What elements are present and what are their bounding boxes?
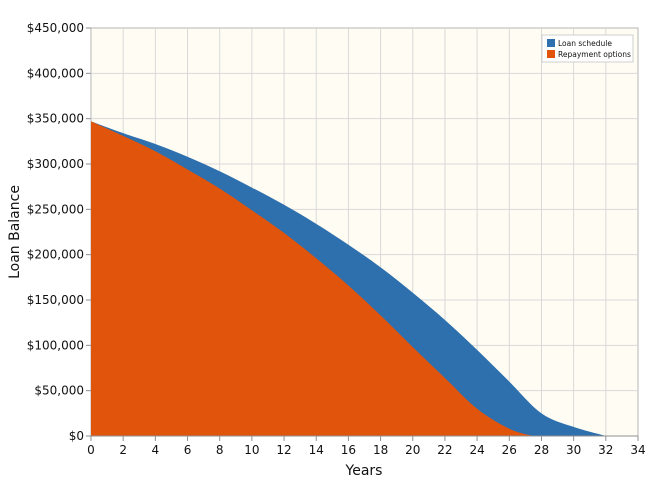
x-tick-label: 24 [469, 443, 484, 457]
y-tick-label: $100,000 [27, 338, 84, 352]
x-tick-label: 4 [152, 443, 160, 457]
y-tick-label: $400,000 [27, 66, 84, 80]
y-tick-label: $200,000 [27, 248, 84, 262]
x-tick-label: 20 [405, 443, 420, 457]
x-tick-label: 32 [598, 443, 613, 457]
legend-swatch-repayment-options [547, 50, 555, 58]
x-axis-title: Years [345, 463, 383, 479]
y-tick-label: $150,000 [27, 293, 84, 307]
area-repayment-options [91, 121, 534, 437]
x-tick-label: 8 [216, 443, 224, 457]
x-tick-label: 0 [87, 443, 95, 457]
x-tick-label: 30 [566, 443, 581, 457]
x-tick-label: 2 [119, 443, 127, 457]
legend-label-loan-schedule: Loan schedule [558, 39, 612, 48]
x-tick-label: 34 [630, 443, 645, 457]
x-tick-label: 16 [341, 443, 356, 457]
legend-box [541, 34, 634, 63]
x-axis-ticks: 0 2 4 6 8 10 12 14 16 18 20 22 24 26 28 30 32 34 [87, 436, 646, 457]
y-tick-label: $50,000 [34, 384, 84, 398]
y-tick-label: $0 [69, 429, 84, 443]
x-tick-label: 26 [502, 443, 517, 457]
y-tick-label: $300,000 [27, 157, 84, 171]
y-tick-label: $250,000 [27, 202, 84, 216]
legend: Loan schedule Repayment options [541, 34, 634, 63]
series-areas [91, 121, 606, 437]
x-tick-label: 10 [244, 443, 259, 457]
legend-label-repayment-options: Repayment options [558, 50, 631, 59]
y-axis-title: Loan Balance [7, 185, 23, 279]
x-tick-label: 18 [373, 443, 388, 457]
legend-swatch-loan-schedule [547, 39, 555, 47]
y-axis-ticks: $0 $50,000 $100,000 $150,000 $200,000 $250,00… [27, 21, 91, 443]
x-tick-label: 14 [309, 443, 324, 457]
y-tick-label: $350,000 [27, 112, 84, 126]
x-tick-label: 28 [534, 443, 549, 457]
x-tick-label: 12 [276, 443, 291, 457]
y-tick-label: $450,000 [27, 21, 84, 35]
x-tick-label: 22 [437, 443, 452, 457]
x-tick-label: 6 [184, 443, 192, 457]
